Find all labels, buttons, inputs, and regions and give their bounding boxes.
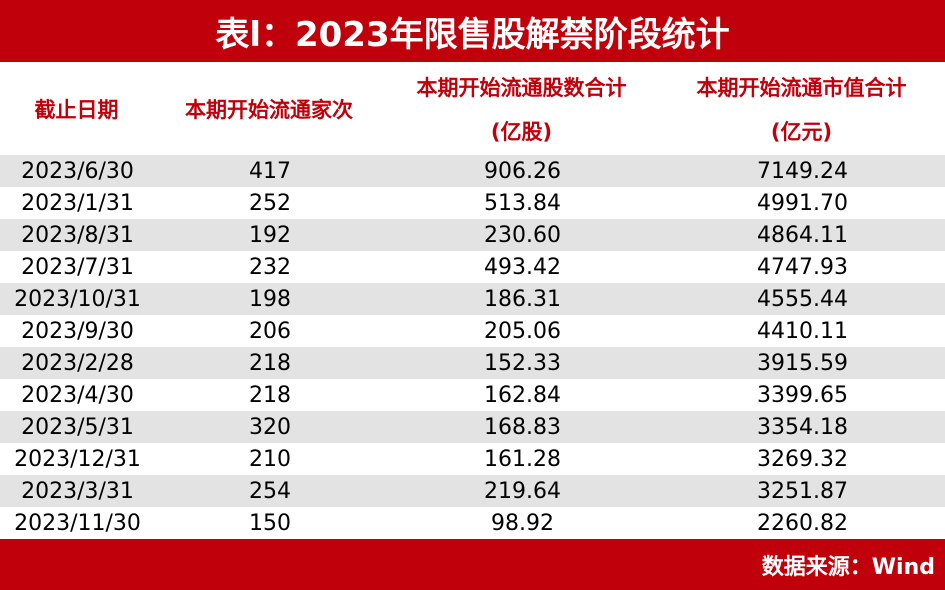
cell: 254	[249, 478, 291, 504]
cell: 98.92	[491, 510, 554, 536]
cell: 2023/4/30	[21, 382, 134, 408]
cell: 192	[249, 222, 291, 248]
header-cell: 本期开始流通市值合计 (亿元)	[660, 62, 945, 155]
cell: 4410.11	[757, 318, 848, 344]
cell: 218	[249, 382, 291, 408]
cell: 230.60	[484, 222, 561, 248]
cell: 2023/11/30	[14, 510, 141, 536]
row-bg	[0, 411, 945, 443]
row-bg	[0, 507, 945, 539]
cell: 513.84	[484, 190, 561, 216]
row-bg	[0, 475, 945, 507]
cell: 152.33	[484, 350, 561, 376]
cell: 2023/8/31	[21, 222, 134, 248]
row-bg	[0, 251, 945, 283]
cell: 320	[249, 414, 291, 440]
cell: 232	[249, 254, 291, 280]
cell: 2023/3/31	[21, 478, 134, 504]
cell: 150	[249, 510, 291, 536]
cell: 906.26	[484, 158, 561, 184]
row-bg	[0, 283, 945, 315]
cell: 218	[249, 350, 291, 376]
cell: 417	[249, 158, 291, 184]
row-bg	[0, 347, 945, 379]
row-bg	[0, 443, 945, 475]
cell: 161.28	[484, 446, 561, 472]
row-bg	[0, 315, 945, 347]
cell: 3354.18	[757, 414, 848, 440]
cell: 252	[249, 190, 291, 216]
cell: 4747.93	[757, 254, 848, 280]
cell: 168.83	[484, 414, 561, 440]
cell: 4991.70	[757, 190, 848, 216]
row-bg	[0, 219, 945, 251]
cell: 2023/6/30	[21, 158, 134, 184]
row-bg	[0, 379, 945, 411]
cell: 3251.87	[757, 478, 848, 504]
cell: 198	[249, 286, 291, 312]
header-cell: 截止日期	[0, 62, 155, 155]
title: 表l：2023年限售股解禁阶段统计	[0, 0, 945, 62]
cell: 206	[249, 318, 291, 344]
cell: 2023/12/31	[14, 446, 141, 472]
row-bg	[0, 187, 945, 219]
header-cell: 本期开始流通股数合计 (亿股)	[385, 62, 660, 155]
cell: 493.42	[484, 254, 561, 280]
header-text: (亿股)	[490, 119, 553, 144]
cell: 2023/9/30	[21, 318, 134, 344]
cell: 3269.32	[757, 446, 848, 472]
cell: 2023/7/31	[21, 254, 134, 280]
cell: 205.06	[484, 318, 561, 344]
row-bg	[0, 155, 945, 187]
cell: 4555.44	[757, 286, 848, 312]
source: 数据来源：Wind	[0, 539, 945, 590]
cell: 3915.59	[757, 350, 848, 376]
cell: 2023/10/31	[14, 286, 141, 312]
cell: 2023/1/31	[21, 190, 134, 216]
cell: 2260.82	[757, 510, 848, 536]
cell: 186.31	[484, 286, 561, 312]
cell: 210	[249, 446, 291, 472]
cell: 162.84	[484, 382, 561, 408]
cell: 2023/2/28	[21, 350, 134, 376]
cell: 3399.65	[757, 382, 848, 408]
header-cell: 本期开始流通家次	[155, 62, 385, 155]
cell: 2023/5/31	[21, 414, 134, 440]
cell: 219.64	[484, 478, 561, 504]
cell: 4864.11	[757, 222, 848, 248]
header-text: (亿元)	[770, 119, 833, 144]
header-text: 本期开始流通家次	[185, 97, 353, 122]
header-text: 本期开始流通市值合计	[696, 75, 907, 100]
header-text: 本期开始流通股数合计	[416, 75, 627, 100]
cell: 7149.24	[757, 158, 848, 184]
header-text: 截止日期	[34, 97, 119, 122]
